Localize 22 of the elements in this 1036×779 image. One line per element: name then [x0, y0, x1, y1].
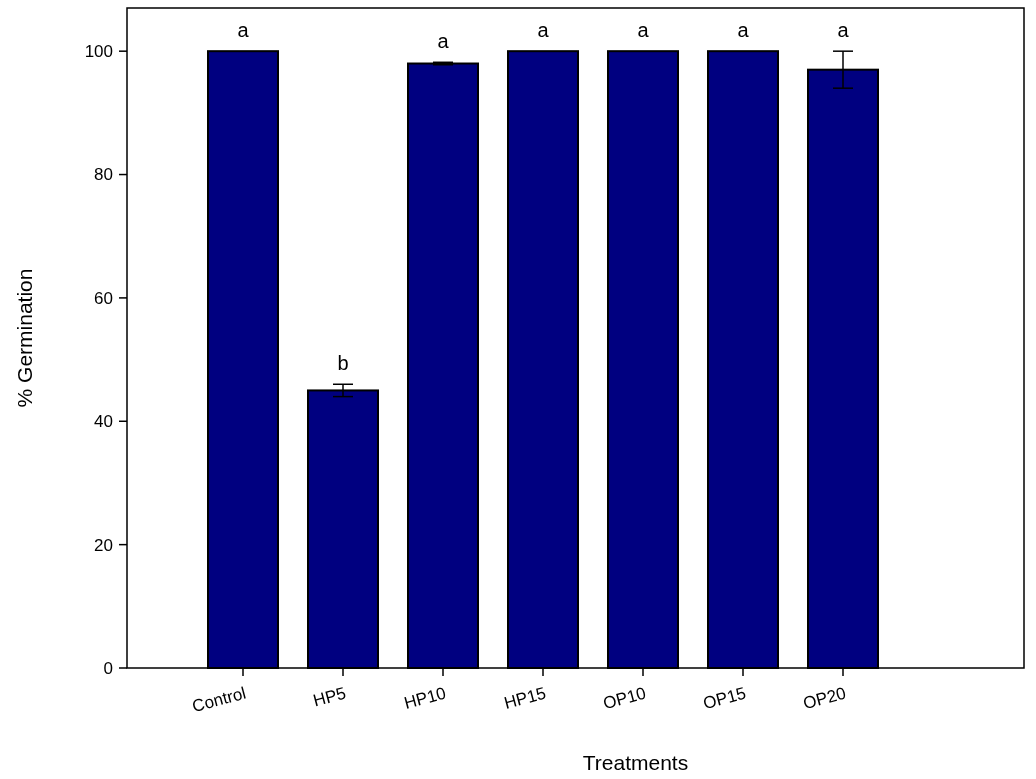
annotation: a [837, 19, 850, 42]
x-tick-label: HP10 [402, 683, 449, 713]
annotation: a [437, 30, 450, 53]
annotation: a [737, 19, 750, 42]
annotation: b [337, 352, 349, 375]
y-tick-label: 80 [94, 165, 113, 185]
annotation: a [237, 19, 250, 42]
y-tick-label: 20 [94, 535, 113, 555]
annotation: a [537, 19, 550, 42]
x-tick-label: HP5 [311, 683, 349, 711]
x-axis-title: Treatments [582, 751, 689, 774]
x-tick-label: OP20 [801, 683, 849, 714]
y-tick-label: 0 [103, 658, 113, 678]
y-tick-label: 100 [84, 42, 113, 62]
x-tick-label: OP15 [701, 683, 749, 714]
x-tick-label: Control [190, 683, 249, 717]
x-tick-label: OP10 [601, 683, 649, 714]
annotation: a [637, 19, 650, 42]
y-tick-label: 40 [94, 412, 113, 432]
y-tick-label: 60 [94, 288, 113, 308]
y-axis-title: % Germination [13, 268, 36, 408]
x-tick-label: HP15 [502, 683, 549, 713]
